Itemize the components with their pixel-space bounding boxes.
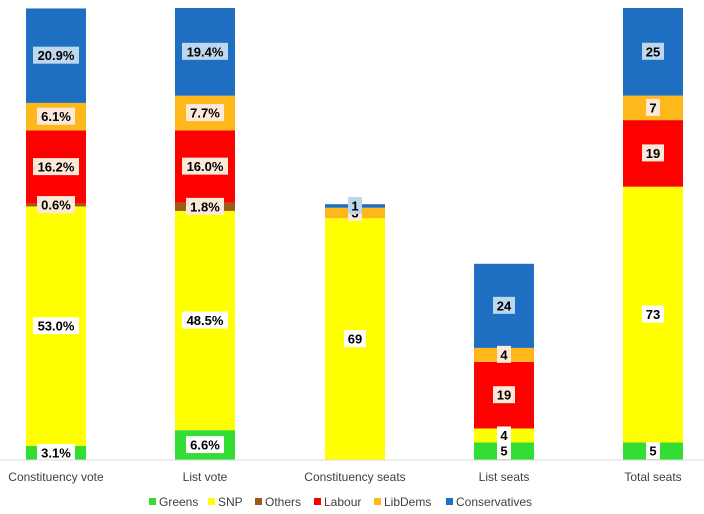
category-label-3: List seats bbox=[479, 470, 530, 484]
data-label-labour-0: 16.2% bbox=[38, 160, 75, 175]
data-label-snp-3: 4 bbox=[500, 428, 508, 443]
data-label-bg-conservatives-0 bbox=[33, 46, 79, 64]
legend-swatch-conservatives bbox=[446, 498, 453, 505]
data-label-bg-labour-0 bbox=[33, 158, 79, 176]
legend-label-labour: Labour bbox=[324, 495, 361, 509]
data-label-bg-labour-1 bbox=[182, 157, 228, 175]
data-label-bg-labour-3 bbox=[493, 386, 515, 404]
data-label-libdems-0: 6.1% bbox=[41, 109, 71, 124]
category-label-2: Constituency seats bbox=[304, 470, 405, 484]
data-label-labour-3: 19 bbox=[497, 388, 511, 403]
data-label-bg-conservatives-4 bbox=[642, 42, 664, 60]
legend-swatch-libdems bbox=[374, 498, 381, 505]
legend-swatch-others bbox=[255, 498, 262, 505]
data-label-labour-1: 16.0% bbox=[187, 159, 224, 174]
data-label-conservatives-4: 25 bbox=[646, 44, 660, 59]
data-label-conservatives-1: 19.4% bbox=[187, 44, 224, 59]
data-label-bg-others-1 bbox=[186, 197, 224, 215]
bars-layer bbox=[26, 8, 683, 460]
data-label-libdems-4: 7 bbox=[649, 100, 656, 115]
data-label-bg-greens-3 bbox=[497, 442, 511, 460]
data-labels-layer: 3.1% 53.0% 0.6% 16.2% 6.1% 20.9% 6.6% 48.5% 1.8%… bbox=[33, 42, 664, 461]
data-label-conservatives-0: 20.9% bbox=[38, 48, 75, 63]
data-label-bg-snp-0 bbox=[33, 317, 79, 335]
data-label-bg-snp-3 bbox=[497, 426, 511, 444]
data-label-bg-conservatives-2 bbox=[348, 196, 362, 214]
data-label-libdems-1: 7.7% bbox=[190, 106, 220, 121]
legend-swatch-greens bbox=[149, 498, 156, 505]
legend-swatch-snp bbox=[208, 498, 215, 505]
data-label-conservatives-2: 1 bbox=[351, 198, 358, 213]
data-label-bg-others-0 bbox=[37, 196, 75, 214]
category-label-1: List vote bbox=[183, 470, 228, 484]
data-label-bg-conservatives-1 bbox=[182, 42, 228, 60]
data-label-bg-snp-4 bbox=[642, 305, 664, 323]
data-label-bg-conservatives-3 bbox=[493, 296, 515, 314]
legend-label-others: Others bbox=[265, 495, 301, 509]
data-label-snp-0: 53.0% bbox=[38, 319, 75, 334]
data-label-greens-0: 3.1% bbox=[41, 445, 71, 460]
data-label-greens-1: 6.6% bbox=[190, 438, 220, 453]
data-label-greens-3: 5 bbox=[500, 444, 507, 459]
data-label-bg-greens-0 bbox=[37, 443, 75, 461]
data-label-others-0: 0.6% bbox=[41, 198, 71, 213]
legend-label-greens: Greens bbox=[159, 495, 198, 509]
data-label-snp-1: 48.5% bbox=[187, 313, 224, 328]
data-label-labour-4: 19 bbox=[646, 146, 660, 161]
data-label-bg-greens-4 bbox=[646, 442, 660, 460]
category-label-4: Total seats bbox=[624, 470, 681, 484]
data-label-snp-2: 69 bbox=[348, 332, 362, 347]
data-label-libdems-3: 4 bbox=[500, 347, 508, 362]
data-label-bg-greens-1 bbox=[186, 436, 224, 454]
legend-label-snp: SNP bbox=[218, 495, 243, 509]
data-label-others-1: 1.8% bbox=[190, 199, 220, 214]
legend: Greens SNP Others Labour LibDems Conservative… bbox=[149, 495, 532, 509]
legend-label-conservatives: Conservatives bbox=[456, 495, 532, 509]
data-label-bg-libdems-1 bbox=[186, 104, 224, 122]
category-label-0: Constituency vote bbox=[8, 470, 104, 484]
category-labels-layer: Constituency vote List vote Constituency s… bbox=[8, 470, 681, 484]
data-label-bg-snp-2 bbox=[344, 330, 366, 348]
legend-swatch-labour bbox=[314, 498, 321, 505]
data-label-snp-4: 73 bbox=[646, 307, 660, 322]
data-label-bg-snp-1 bbox=[182, 311, 228, 329]
legend-label-libdems: LibDems bbox=[384, 495, 431, 509]
data-label-bg-labour-4 bbox=[642, 144, 664, 162]
data-label-bg-libdems-3 bbox=[497, 345, 511, 363]
data-label-bg-libdems-4 bbox=[646, 98, 660, 116]
data-label-conservatives-3: 24 bbox=[497, 298, 512, 313]
data-label-greens-4: 5 bbox=[649, 444, 656, 459]
data-label-bg-libdems-0 bbox=[37, 107, 75, 125]
